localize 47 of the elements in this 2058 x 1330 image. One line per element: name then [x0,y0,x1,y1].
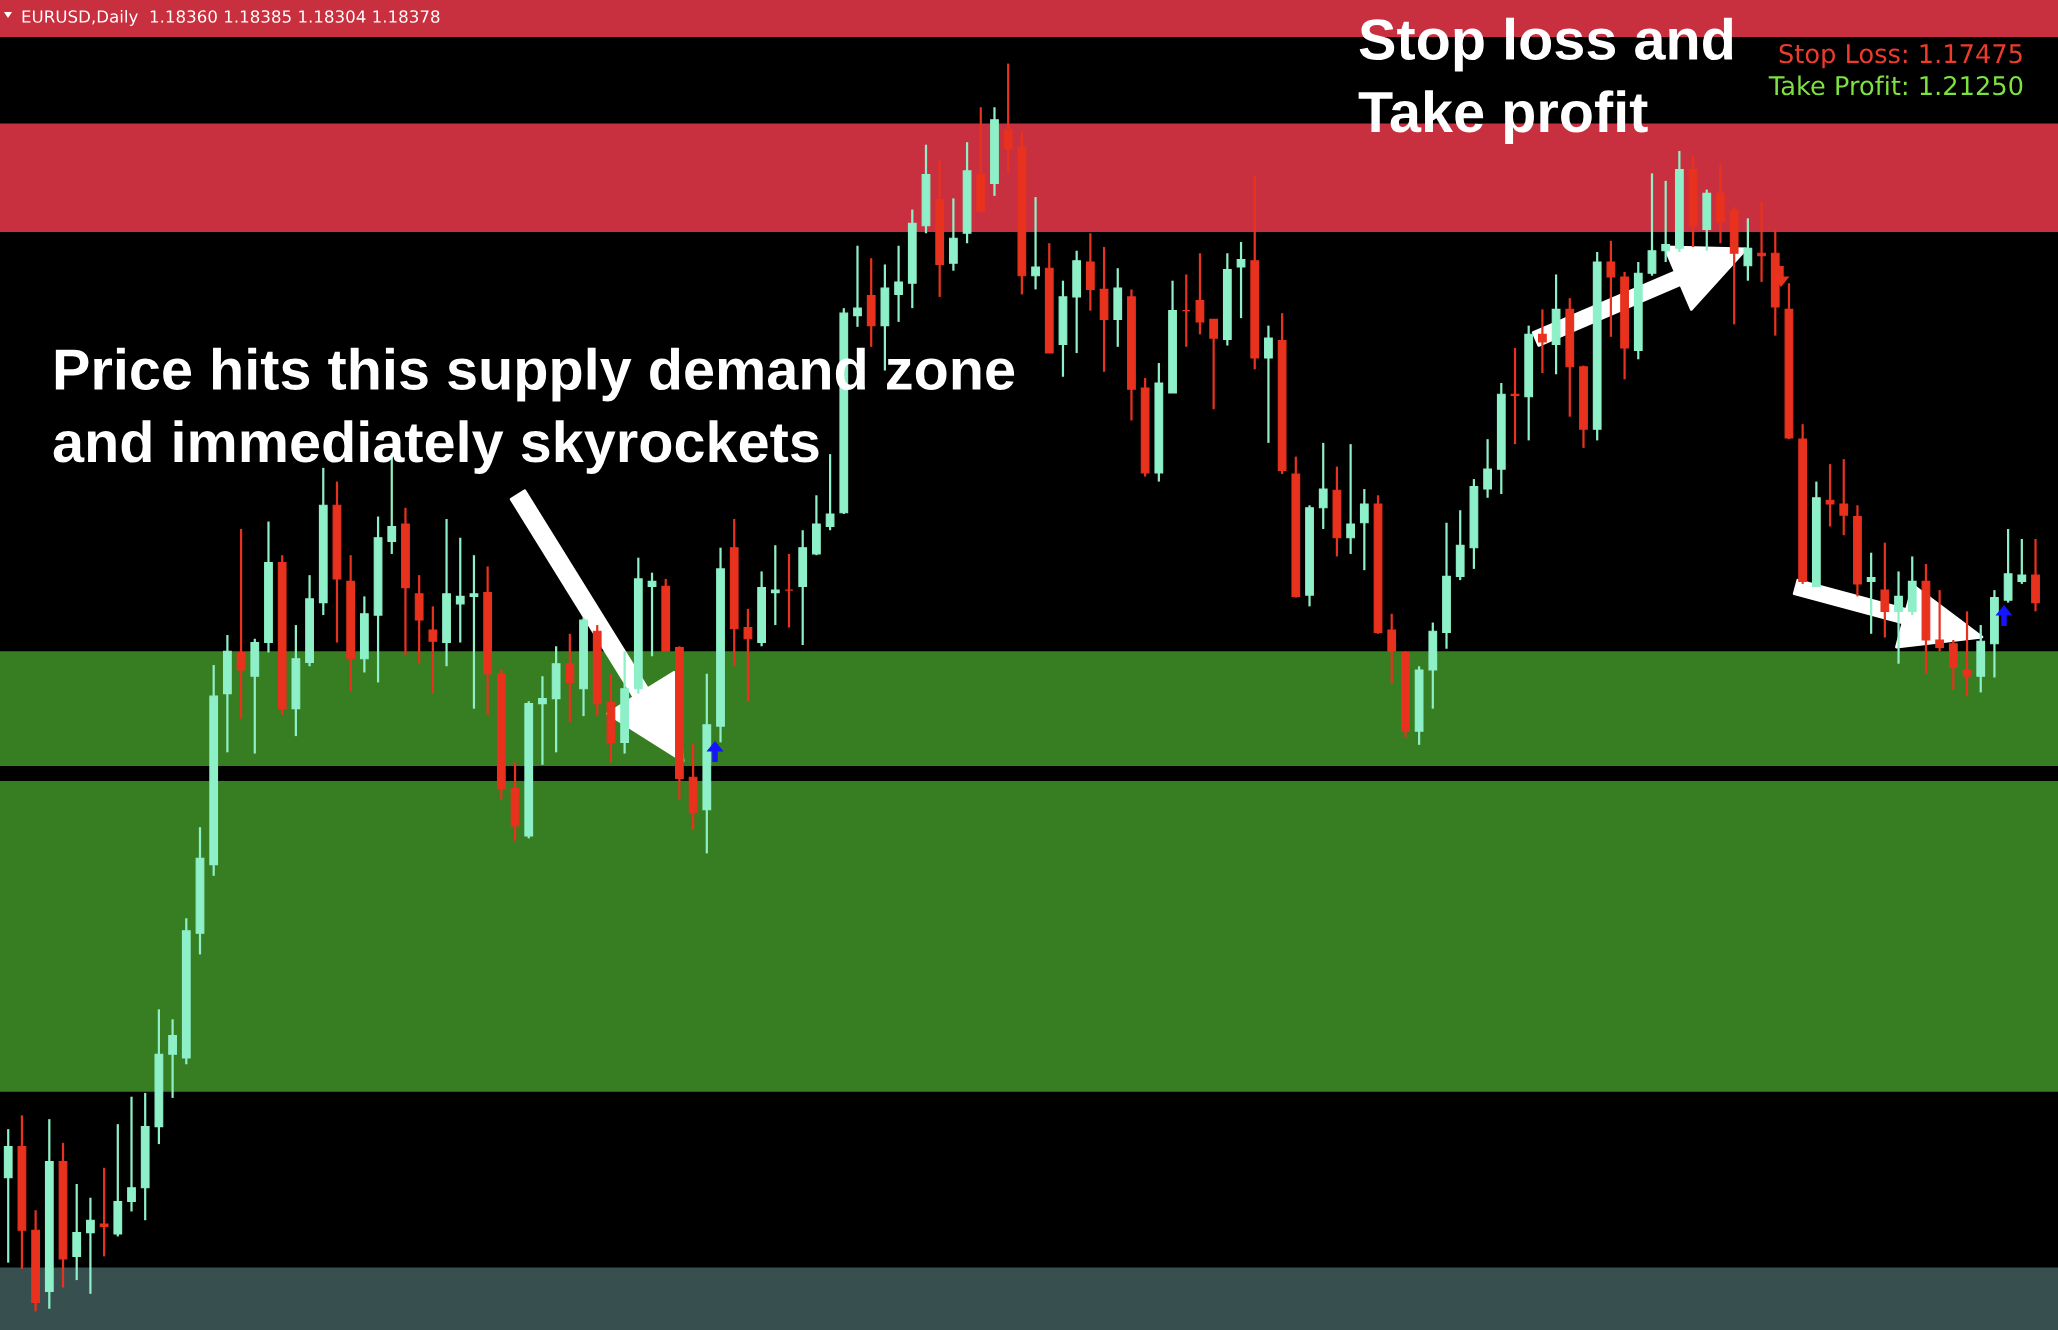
candlestick [1387,612,1397,685]
candlestick [1236,240,1246,320]
candlestick [1894,570,1903,665]
candlestick [1647,172,1657,277]
candlestick [853,244,862,328]
candlestick [1264,324,1273,444]
candlestick [784,552,794,629]
candlestick [1483,438,1492,499]
candlestick [1031,195,1040,291]
candlestick [1359,487,1369,572]
candlestick [565,632,575,724]
candlestick [2017,537,2027,585]
candlestick [1948,638,1958,692]
candlestick [538,675,547,766]
candlestick [1606,239,1616,338]
candlestick [127,1095,136,1213]
candlestick [469,554,479,710]
annotation: Take Profit: 1.21250 [1768,75,2023,96]
candlestick [1003,62,1013,175]
candlestick [1839,458,1849,537]
candlestick [1825,462,1835,528]
candlestick [168,1018,177,1100]
candlestick [1346,443,1356,556]
candlestick [647,571,657,658]
candlestick [1209,318,1219,411]
chart-title: EURUSD,Daily 1.18360 1.18385 1.18304 1.18378 [22,9,440,27]
candlestick [72,1182,82,1282]
candlestick [1757,200,1766,284]
candlestick [1880,541,1890,639]
candlestick [1195,252,1205,336]
candlestick [428,605,438,695]
candlestick [825,453,835,532]
candlestick [86,1196,95,1295]
candlestick [1962,610,1972,698]
candlestick [1935,589,1945,653]
candlestick [1743,217,1753,282]
candlestick [743,607,753,703]
candlestick [894,244,903,323]
annotation: Stop Loss: 1.17475 [1779,43,2022,69]
candlestick [1538,308,1547,375]
candlestick [1661,179,1671,264]
candlestick [99,1166,109,1258]
candlestick [770,544,780,627]
candlestick [1866,551,1876,635]
candlestick [236,527,246,720]
candlestick [455,536,465,644]
candlestick [1318,441,1328,531]
